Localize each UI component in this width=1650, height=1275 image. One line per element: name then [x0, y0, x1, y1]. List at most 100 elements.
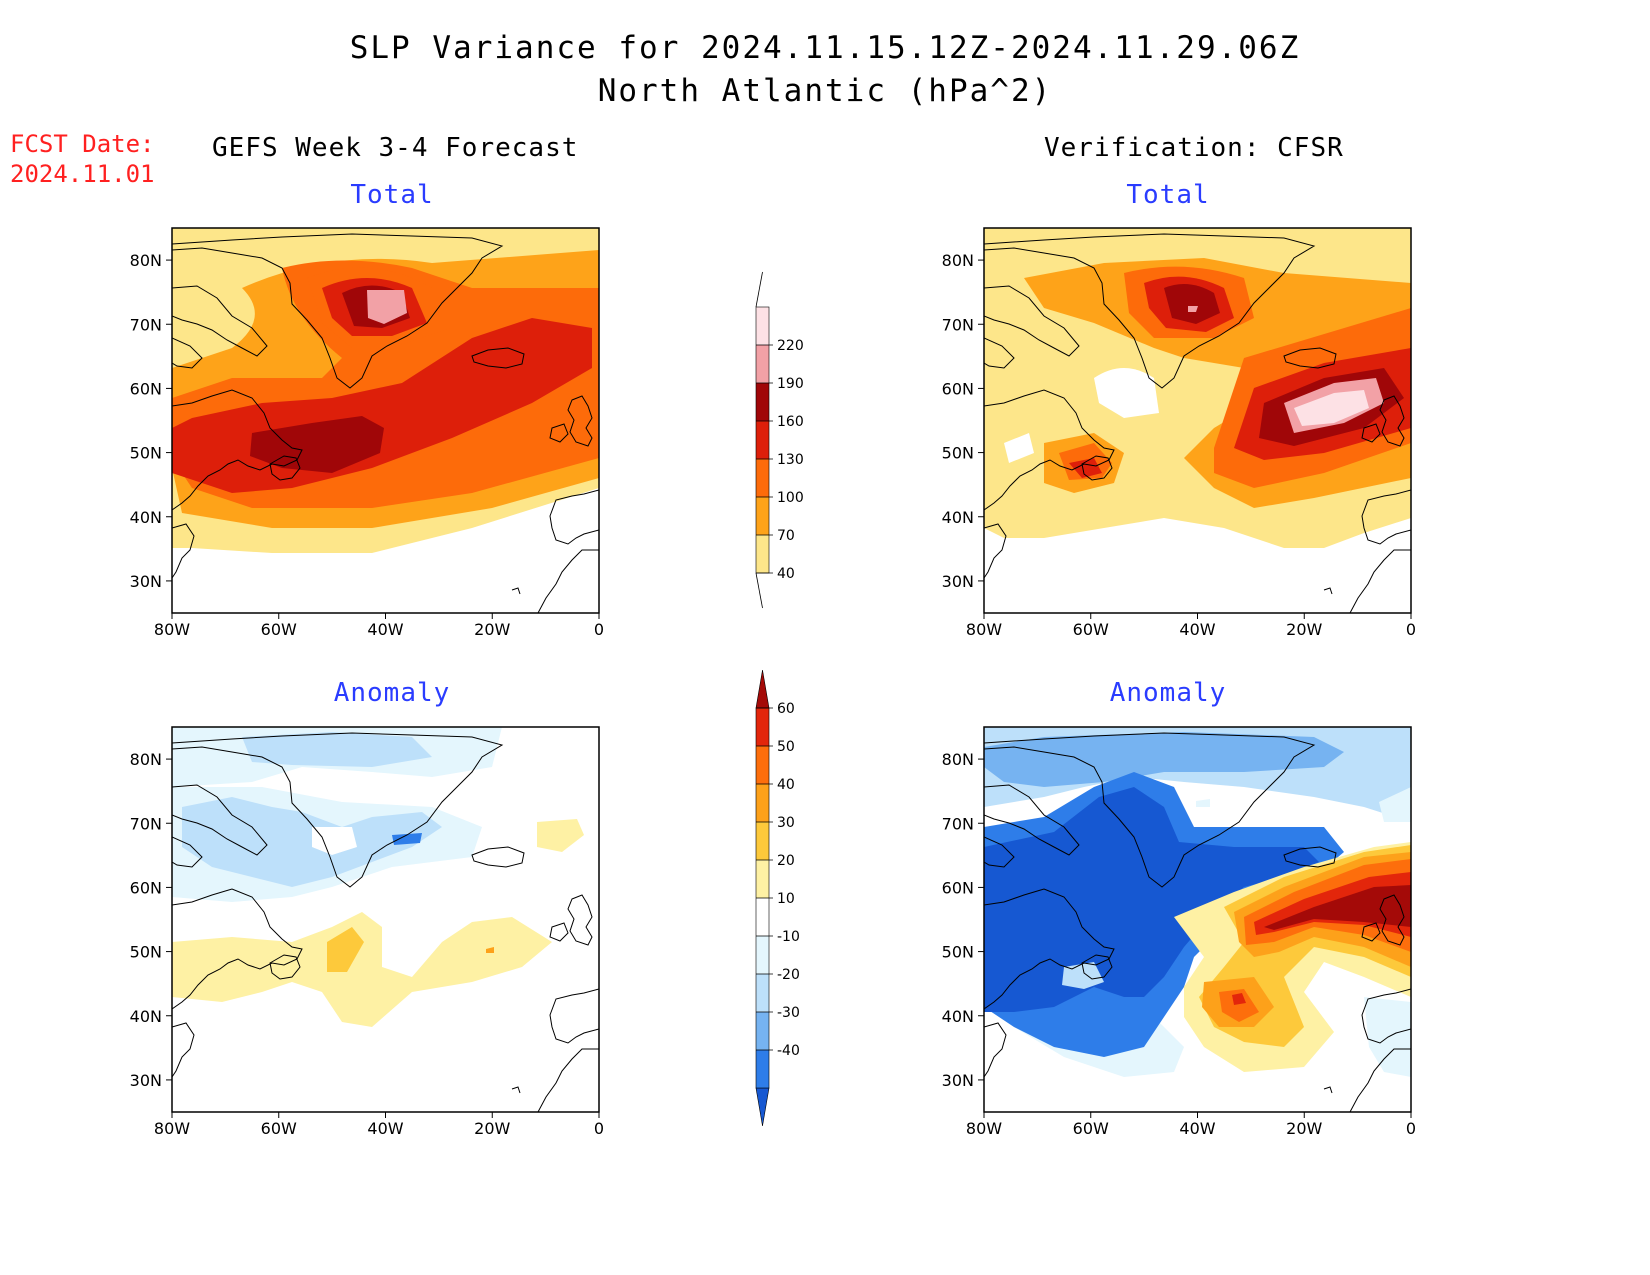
verification-total-title: Total [1126, 180, 1210, 210]
lon-tick-label: 40W [367, 620, 403, 639]
lat-tick-label: 80N [130, 251, 162, 270]
lat-tick-label: 50N [130, 943, 162, 962]
verification-anomaly-map [984, 727, 1411, 1112]
colorbar-lower-extend [755, 1087, 770, 1127]
lat-tick-label: 50N [942, 943, 974, 962]
lat-tick-label: 60N [942, 379, 974, 398]
lon-tick-label: 0 [1406, 1119, 1416, 1138]
lat-tick-label: 30N [130, 1071, 162, 1090]
colorbar-tick-label: 60 [777, 701, 795, 717]
forecast-total-title: Total [350, 180, 434, 210]
colorbar-box [756, 822, 769, 860]
colorbar-box [756, 974, 769, 1012]
lat-tick-label: 80N [130, 750, 162, 769]
lat-tick-label: 80N [942, 251, 974, 270]
colorbar-box [756, 746, 769, 784]
lat-tick-label: 40N [130, 1007, 162, 1026]
verification-anomaly-title: Anomaly [1109, 678, 1227, 708]
colorbar-box [756, 459, 769, 497]
lat-tick-label: 30N [942, 572, 974, 591]
forecast-column-title: GEFS Week 3-4 Forecast [212, 133, 579, 163]
lon-tick-label: 20W [474, 1119, 510, 1138]
colorbar-box [756, 307, 769, 345]
colorbar-tick-label: 30 [777, 815, 795, 831]
colorbar-tick-label: 20 [777, 853, 795, 869]
colorbar-upper-extend [755, 669, 770, 709]
colorbar-tick-label: 10 [777, 891, 795, 907]
lat-tick-label: 50N [130, 444, 162, 463]
colorbar-box [756, 421, 769, 459]
lat-tick-label: 30N [942, 1071, 974, 1090]
colorbar-box [756, 345, 769, 383]
axes-layer: 80N 70N 60N 50N 40N 30N 80W 60W 40W 20W 0 80N 70N 60N… [130, 251, 1416, 1138]
fcst-date-label: FCST Date: [10, 130, 155, 158]
colorbar-tick-label: -10 [777, 929, 800, 945]
figure-title: SLP Variance for 2024.11.15.12Z-2024.11.… [349, 30, 1301, 66]
lon-tick-label: 0 [1406, 620, 1416, 639]
lon-tick-label: 80W [154, 620, 190, 639]
colorbar-upper-extend [755, 271, 763, 308]
lat-tick-label: 60N [130, 878, 162, 897]
colorbar-box [756, 784, 769, 822]
colorbar-box [756, 708, 769, 746]
lon-tick-label: 60W [261, 1119, 297, 1138]
lon-tick-label: 20W [1286, 1119, 1322, 1138]
lat-tick-label: 80N [942, 750, 974, 769]
lat-tick-label: 30N [130, 572, 162, 591]
lat-tick-label: 40N [942, 508, 974, 527]
lat-tick-label: 40N [942, 1007, 974, 1026]
lon-tick-label: 20W [1286, 620, 1322, 639]
lat-tick-label: 60N [130, 379, 162, 398]
lon-tick-label: 60W [1073, 620, 1109, 639]
colorbar-lower-extend [755, 572, 763, 609]
figure-subtitle: North Atlantic (hPa^2) [597, 73, 1053, 109]
fcst-date-value: 2024.11.01 [10, 160, 155, 188]
verification-total-map [984, 228, 1411, 613]
anomaly-colorbar: -40 -30 -20 -10 10 20 30 40 50 60 [755, 669, 800, 1127]
colorbar-tick-label: 160 [777, 414, 804, 430]
forecast-anomaly-map [172, 727, 599, 1112]
lon-tick-label: 40W [1179, 1119, 1215, 1138]
colorbar-tick-label: -30 [777, 1005, 800, 1021]
lon-tick-label: 80W [154, 1119, 190, 1138]
colorbar-tick-label: -20 [777, 967, 800, 983]
lon-tick-label: 0 [594, 1119, 604, 1138]
colorbar-tick-label: -40 [777, 1043, 800, 1059]
colorbar-box [756, 936, 769, 974]
colorbar-tick-label: 40 [777, 777, 795, 793]
colorbar-tick-label: 70 [777, 528, 795, 544]
lon-tick-label: 80W [966, 1119, 1002, 1138]
colorbar-box [756, 497, 769, 535]
lat-tick-label: 70N [942, 315, 974, 334]
colorbar-box [756, 383, 769, 421]
colorbar-tick-label: 130 [777, 452, 804, 468]
forecast-total-map [172, 228, 599, 613]
lat-tick-label: 70N [130, 814, 162, 833]
lon-tick-label: 0 [594, 620, 604, 639]
lon-tick-label: 80W [966, 620, 1002, 639]
lat-tick-label: 40N [130, 508, 162, 527]
lon-tick-label: 60W [1073, 1119, 1109, 1138]
colorbar-box [756, 535, 769, 573]
lat-tick-label: 50N [942, 444, 974, 463]
colorbar-tick-label: 40 [777, 566, 795, 582]
colorbar-box [756, 1050, 769, 1088]
verification-column-title: Verification: CFSR [1044, 133, 1344, 163]
forecast-anomaly-title: Anomaly [333, 678, 451, 708]
colorbar-tick-label: 100 [777, 490, 804, 506]
lon-tick-label: 20W [474, 620, 510, 639]
colorbar-tick-label: 190 [777, 376, 804, 392]
lon-tick-label: 40W [367, 1119, 403, 1138]
total-colorbar: 40 70 100 130 160 190 220 [755, 271, 804, 609]
colorbar-tick-label: 220 [777, 338, 804, 354]
lon-tick-label: 60W [261, 620, 297, 639]
lat-tick-label: 70N [130, 315, 162, 334]
lat-tick-label: 70N [942, 814, 974, 833]
lon-tick-label: 40W [1179, 620, 1215, 639]
colorbar-box [756, 860, 769, 898]
colorbar-box [756, 898, 769, 936]
lat-tick-label: 60N [942, 878, 974, 897]
colorbar-tick-label: 50 [777, 739, 795, 755]
colorbar-box [756, 1012, 769, 1050]
